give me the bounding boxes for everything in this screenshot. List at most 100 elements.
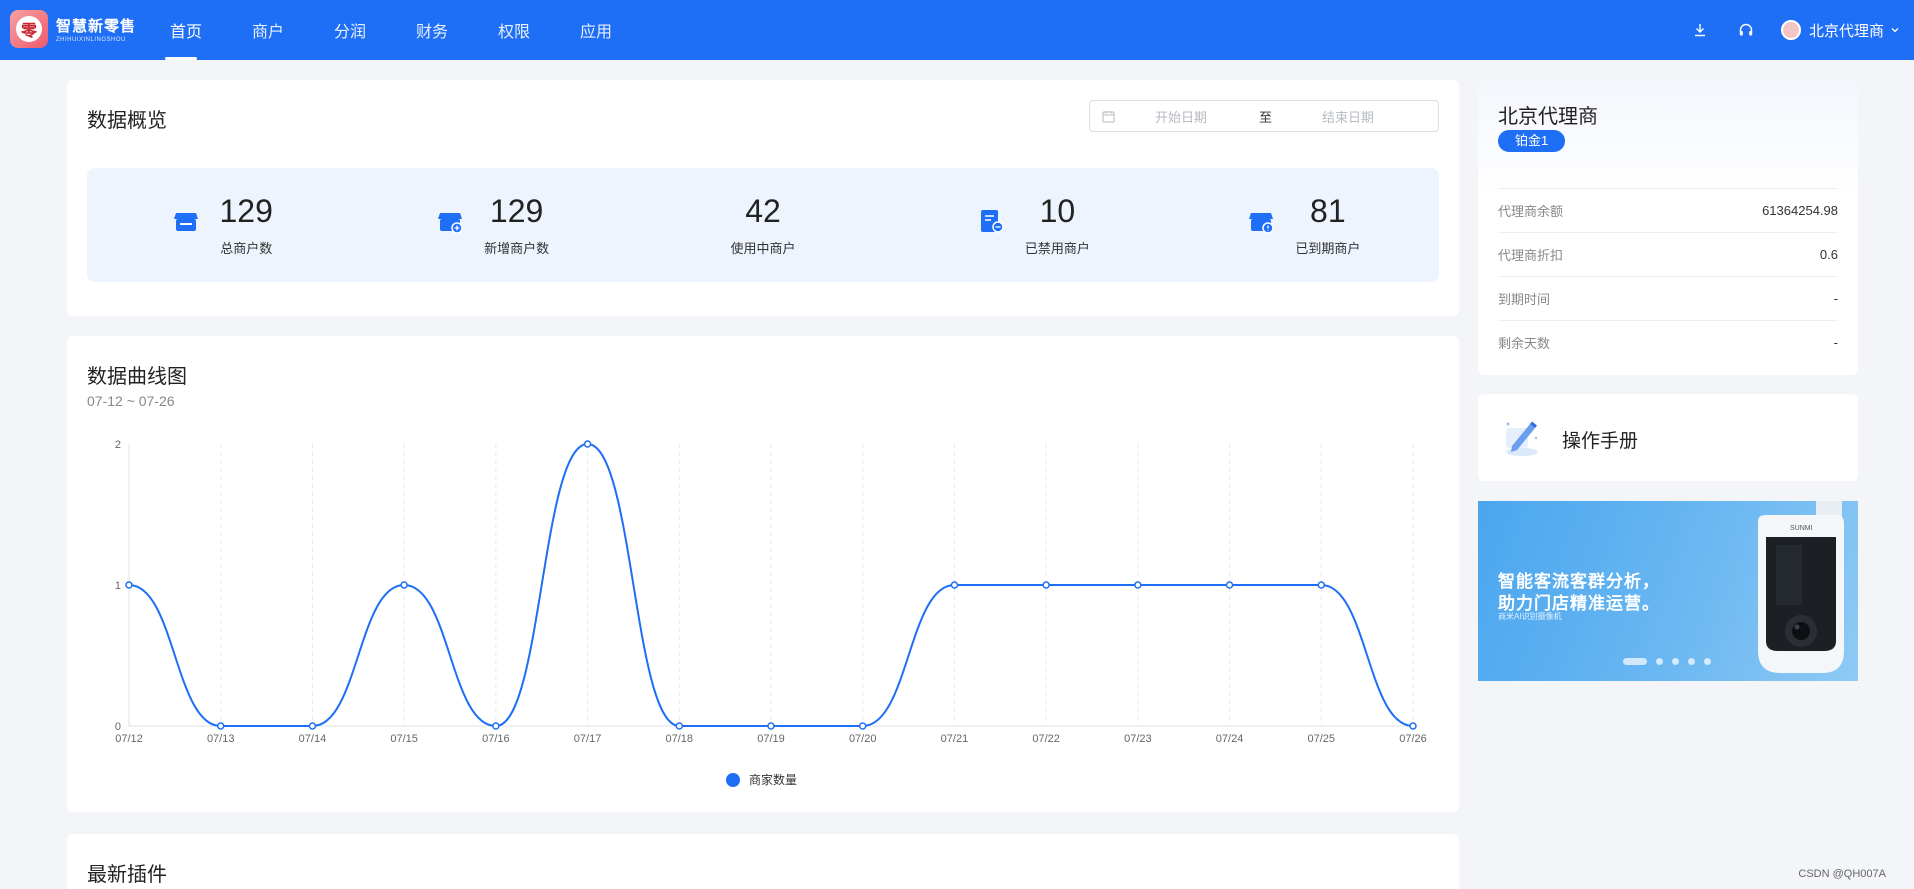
info-value: - bbox=[1833, 335, 1838, 350]
headset-icon[interactable] bbox=[1735, 19, 1757, 41]
stat-value: 129 bbox=[219, 193, 273, 229]
y-tick-label: 0 bbox=[115, 721, 121, 733]
stat-value: 10 bbox=[1039, 193, 1076, 229]
data-point bbox=[216, 722, 225, 730]
carousel-dot[interactable] bbox=[1623, 658, 1647, 665]
store-add-icon bbox=[438, 213, 463, 234]
data-point bbox=[767, 722, 775, 730]
promo-banner[interactable]: 智能客流客群分析， 助力门店精准运营。 商米AI识别摄像机 SUNMI bbox=[1478, 501, 1858, 681]
manual-card[interactable]: 操作手册 bbox=[1478, 394, 1858, 481]
logo-subtext: ZHIHUIXINLINGSHOU bbox=[56, 37, 126, 43]
nav-merchants[interactable]: 商户 bbox=[251, 24, 284, 41]
info-value: - bbox=[1833, 291, 1838, 306]
x-tick-label: 07/15 bbox=[390, 733, 418, 745]
x-tick-label: 07/16 bbox=[482, 733, 510, 745]
data-point bbox=[675, 722, 684, 730]
store-icon bbox=[173, 213, 198, 231]
data-point bbox=[400, 581, 408, 589]
pen-edit-icon bbox=[1506, 421, 1538, 456]
stat-active-merchants: 42 使用中商户 bbox=[628, 168, 898, 282]
data-point bbox=[858, 722, 867, 730]
user-menu[interactable]: 北京代理商 bbox=[1780, 20, 1900, 41]
plugins-title: 最新插件 bbox=[87, 864, 167, 886]
logo-mark-icon: 零 bbox=[10, 10, 48, 48]
nav-home[interactable]: 首页 bbox=[145, 0, 227, 60]
data-point bbox=[950, 581, 959, 589]
stat-total-merchants: 129 总商户数 bbox=[87, 168, 357, 282]
x-tick-label: 07/14 bbox=[299, 733, 327, 745]
download-icon[interactable] bbox=[1689, 19, 1711, 41]
stat-label: 已禁用商户 bbox=[1024, 241, 1090, 256]
store-expired-icon bbox=[1249, 213, 1275, 234]
data-point bbox=[492, 722, 500, 730]
info-label: 代理商折扣 bbox=[1498, 248, 1564, 263]
carousel-dot[interactable] bbox=[1688, 658, 1695, 665]
latest-plugins-card: 最新插件 bbox=[67, 834, 1459, 889]
chart-date-range: 07-12 ~ 07-26 bbox=[87, 393, 175, 409]
data-overview-card: 数据概览 开始日期 至 结束日期 129 总商户数 129 新增商户数 42 使… bbox=[67, 80, 1459, 316]
end-date-input[interactable]: 结束日期 bbox=[1322, 109, 1375, 125]
banner-caption: 商米AI识别摄像机 bbox=[1498, 612, 1562, 621]
stat-label: 使用中商户 bbox=[730, 241, 796, 256]
info-label: 到期时间 bbox=[1498, 292, 1551, 307]
x-tick-label: 07/12 bbox=[115, 733, 143, 745]
carousel-dot[interactable] bbox=[1704, 658, 1711, 665]
stat-disabled-merchants: 10 已禁用商户 bbox=[898, 168, 1168, 282]
chart-title: 数据曲线图 bbox=[87, 366, 187, 388]
start-date-input[interactable]: 开始日期 bbox=[1155, 109, 1208, 125]
data-point bbox=[308, 722, 317, 730]
info-row-discount: 代理商折扣 0.6 bbox=[1498, 232, 1838, 276]
stat-new-merchants: 129 新增商户数 bbox=[357, 168, 627, 282]
nav-finance[interactable]: 财务 bbox=[415, 24, 448, 41]
date-range-picker[interactable]: 开始日期 至 结束日期 bbox=[1089, 100, 1439, 132]
camera-image: SUNMI bbox=[1758, 501, 1844, 673]
carousel-dots bbox=[1623, 658, 1720, 665]
data-point bbox=[583, 440, 592, 448]
legend-label: 商家数量 bbox=[749, 772, 797, 787]
logo-text: 智慧新零售 bbox=[56, 18, 137, 35]
main-nav: 首页 商户 分润 财务 权限 应用 bbox=[145, 0, 637, 60]
nav-permissions[interactable]: 权限 bbox=[497, 24, 530, 41]
y-tick-label: 1 bbox=[115, 580, 121, 592]
data-point bbox=[125, 581, 133, 589]
stat-label: 新增商户数 bbox=[484, 241, 550, 256]
stat-expired-merchants: 81 已到期商户 bbox=[1169, 168, 1439, 282]
x-tick-label: 07/17 bbox=[574, 733, 602, 745]
data-curve-card: 数据曲线图 07-12 ~ 07-26 0 1 2 07/12 07/13 07/14 07… bbox=[67, 336, 1459, 812]
x-tick-label: 07/19 bbox=[757, 733, 785, 745]
chevron-down-icon bbox=[1891, 28, 1899, 33]
x-tick-label: 07/13 bbox=[207, 733, 235, 745]
logo[interactable]: 零 智慧新零售 ZHIHUIXINLINGSHOU bbox=[10, 9, 136, 49]
top-navbar: 零 智慧新零售 ZHIHUIXINLINGSHOU 首页 商户 分润 财务 权限… bbox=[0, 0, 1914, 60]
stat-value: 129 bbox=[489, 193, 544, 229]
info-value: 61364254.98 bbox=[1762, 203, 1838, 218]
banner-headline-1: 智能客流客群分析， bbox=[1498, 572, 1660, 591]
x-tick-label: 07/21 bbox=[941, 733, 969, 745]
x-tick-label: 07/22 bbox=[1032, 733, 1060, 745]
stat-value: 42 bbox=[745, 193, 781, 229]
data-point bbox=[1317, 581, 1326, 589]
document-disabled-icon bbox=[980, 210, 1004, 233]
data-point bbox=[1134, 581, 1142, 589]
carousel-dot[interactable] bbox=[1656, 658, 1663, 665]
agent-name: 北京代理商 bbox=[1498, 106, 1598, 128]
x-tick-label: 07/23 bbox=[1124, 733, 1152, 745]
stat-label: 总商户数 bbox=[220, 241, 273, 256]
legend-marker bbox=[726, 773, 740, 787]
nav-apps[interactable]: 应用 bbox=[579, 24, 612, 41]
data-point bbox=[1409, 722, 1417, 730]
x-tick-label: 07/25 bbox=[1308, 733, 1336, 745]
agent-info-card: 北京代理商 铂金1 代理商余额 61364254.98 代理商折扣 0.6 到期… bbox=[1478, 80, 1858, 375]
nav-profit-sharing[interactable]: 分润 bbox=[333, 24, 366, 41]
y-tick-label: 2 bbox=[115, 439, 121, 451]
overview-title: 数据概览 bbox=[87, 110, 167, 132]
x-tick-label: 07/18 bbox=[666, 733, 694, 745]
info-row-days-left: 剩余天数 - bbox=[1498, 320, 1838, 364]
info-label: 剩余天数 bbox=[1498, 336, 1551, 351]
stat-value: 81 bbox=[1310, 193, 1346, 229]
carousel-dot[interactable] bbox=[1672, 658, 1679, 665]
level-badge: 铂金1 bbox=[1498, 130, 1566, 152]
date-separator: 至 bbox=[1259, 109, 1273, 125]
watermark: CSDN @QH007A bbox=[1798, 868, 1886, 880]
info-row-expiry: 到期时间 - bbox=[1498, 276, 1838, 320]
